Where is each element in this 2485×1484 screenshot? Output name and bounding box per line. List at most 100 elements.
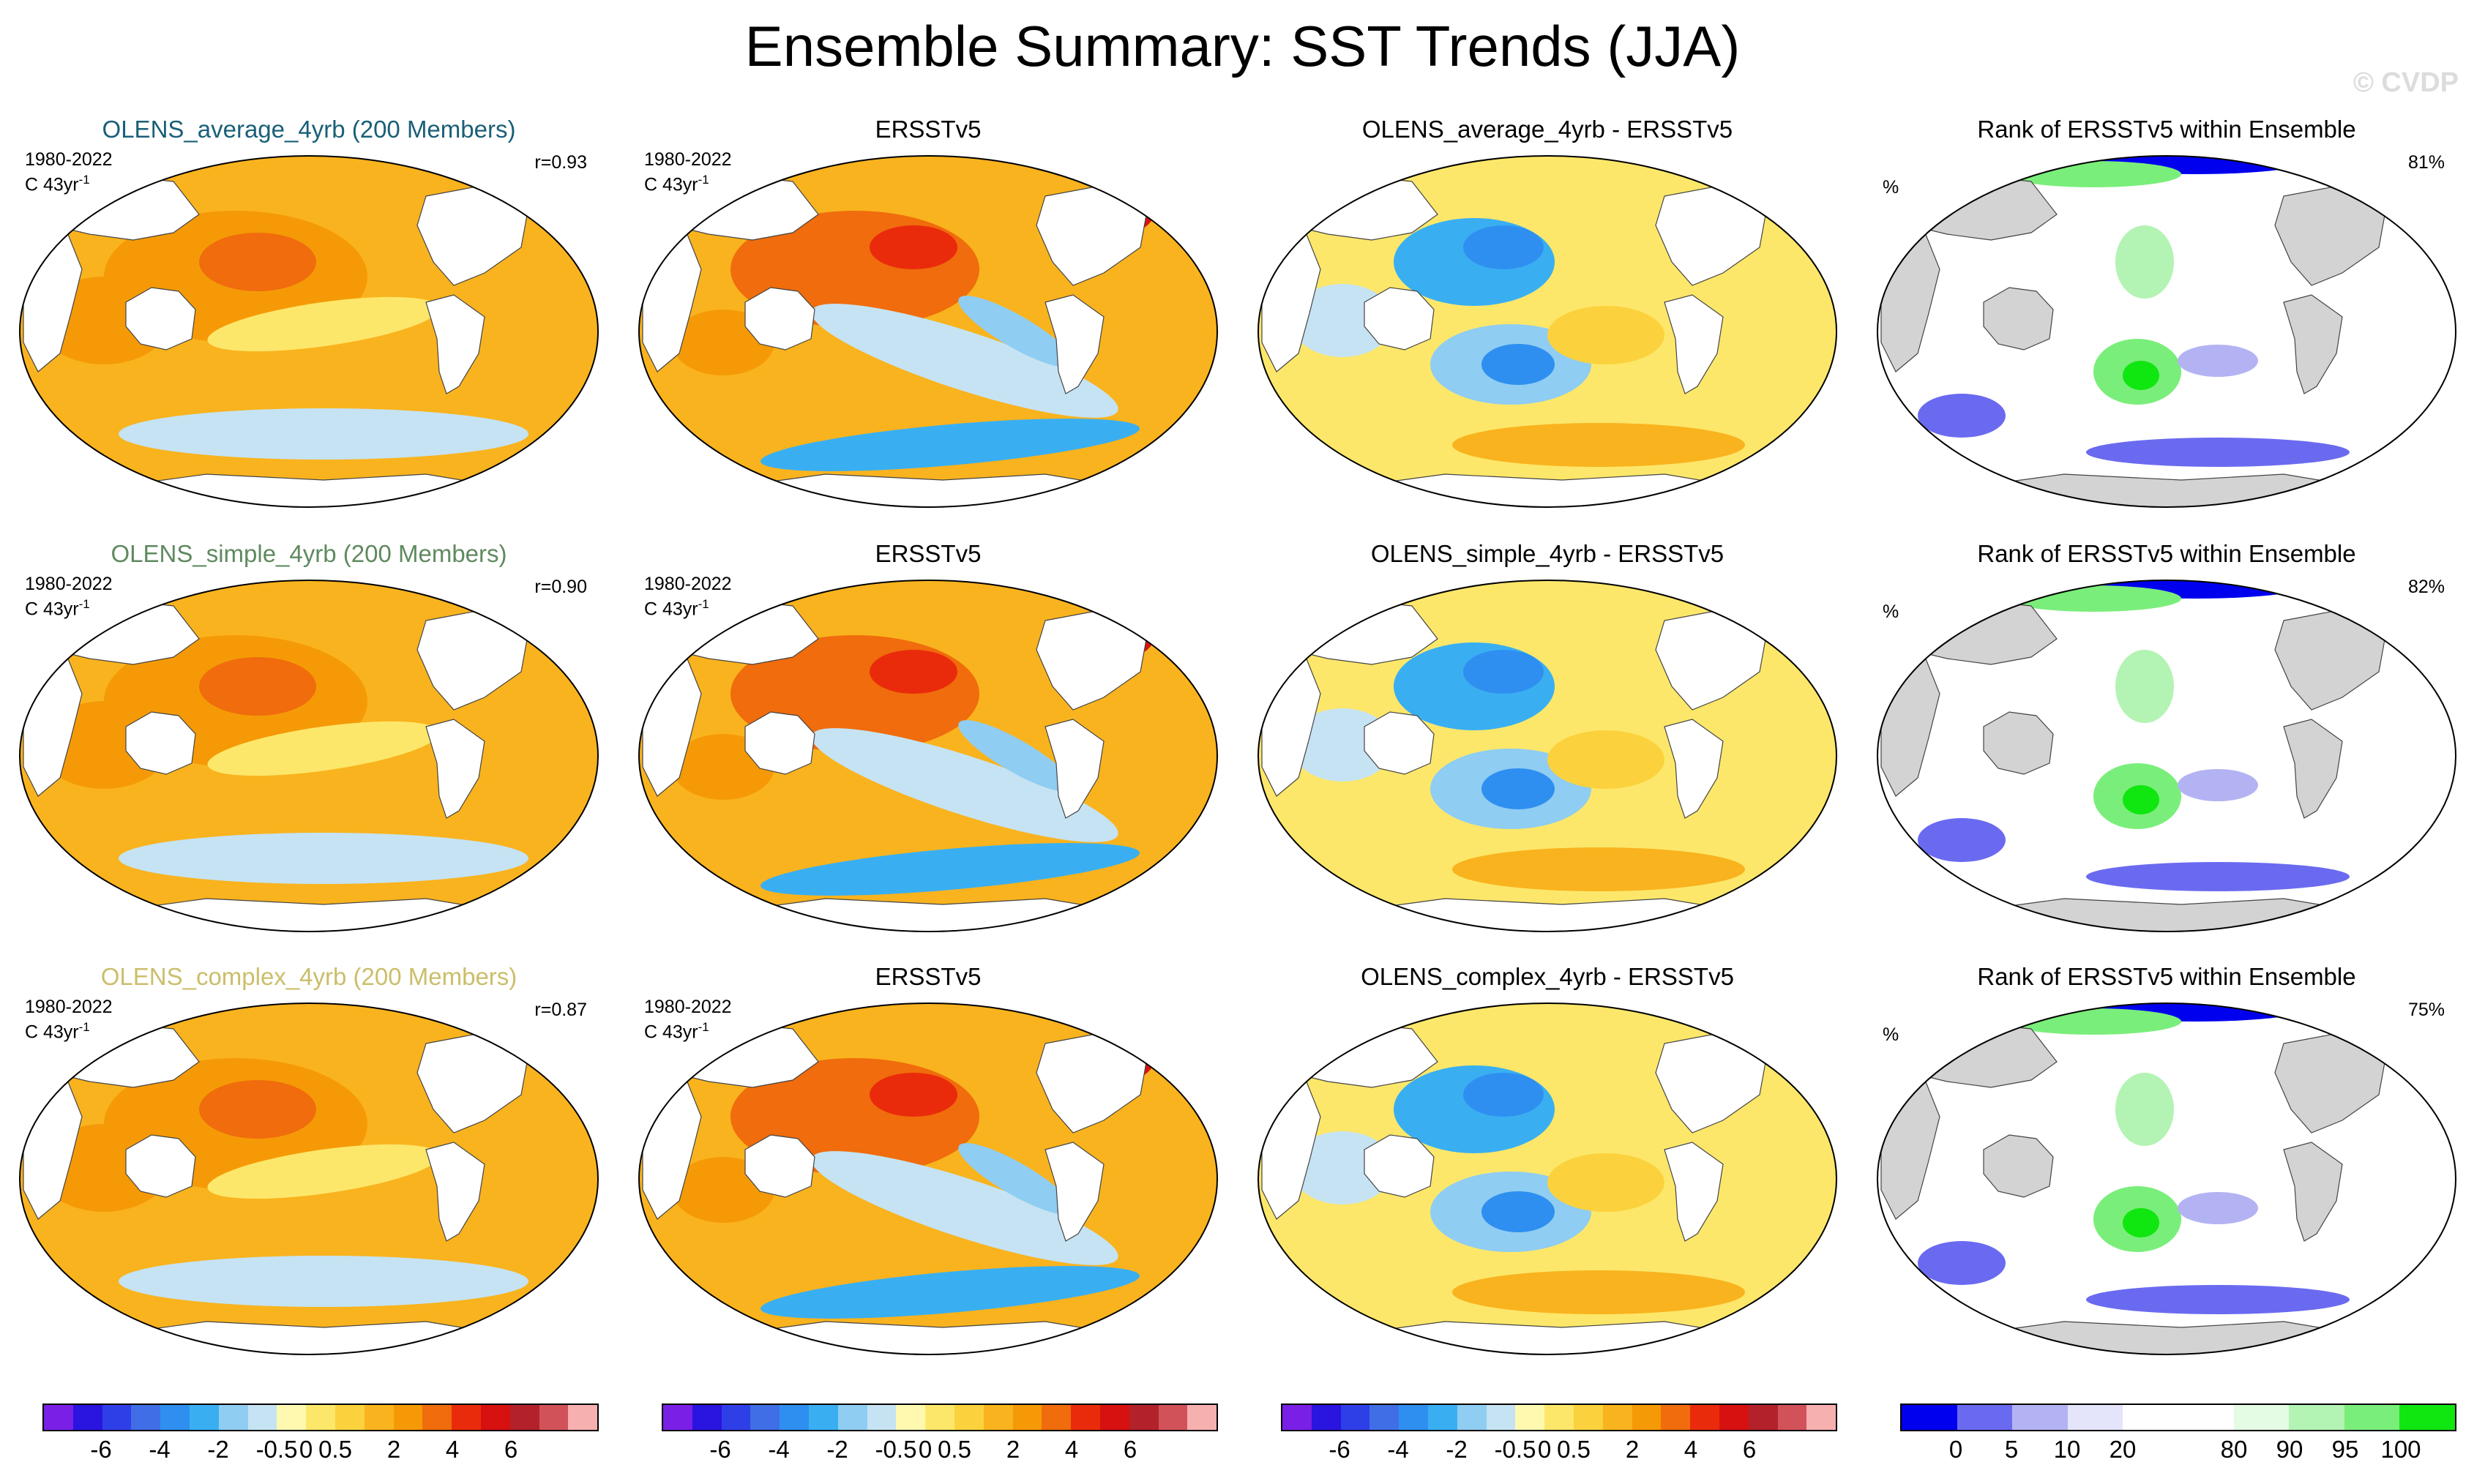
world-map [1258,155,1837,508]
period-label: 1980-2022 [25,149,113,170]
colorbar-swatch [2123,1405,2178,1430]
colorbar-swatch [539,1405,569,1430]
colorbar-swatch [2067,1405,2123,1430]
colorbar-swatch [1957,1405,2013,1430]
map-border [1258,155,1837,508]
trend-region-kuroshio [199,1080,316,1139]
rank-region-sepac-low [2178,1192,2258,1224]
colorbar-swatch [1661,1405,1691,1430]
colorbar-swatch [1427,1405,1457,1430]
units-exponent: -1 [78,597,90,611]
land-antarctica [124,1321,494,1354]
land-australia [744,711,815,775]
colorbar-tick-label: -6 [90,1436,112,1463]
colorbar-1: -6 -4 -2 -0.5 0 0.5 2 4 6 [42,1404,599,1484]
land-antarctica [743,473,1113,507]
colorbar-swatch [480,1405,510,1430]
panel-title: OLENS_complex_4yrb (200 Members) [100,963,517,990]
units-text: C 43yr [25,599,79,620]
rank-region-sepac-low [2178,345,2258,377]
panel-title: Rank of ERSSTv5 within Ensemble [1977,963,2356,990]
pattern-correlation: r=0.93 [534,152,587,173]
land-australia [1364,711,1435,775]
land-antarctica [743,1321,1113,1354]
colorbar-swatch [1311,1405,1341,1430]
colorbar-swatch [954,1405,984,1430]
colorbar-tick-label: 2 [386,1436,401,1463]
colorbar-tick-label: 4 [1064,1436,1079,1463]
map-border [1877,1003,2456,1355]
colorbar-swatch [1486,1405,1516,1430]
trend-region-southern-ocean [760,1266,1140,1319]
page-title: Ensemble Summary: SST Trends (JJA) [744,14,1741,78]
panel-title: ERSSTv5 [875,540,982,567]
map-panel-r1-c4: Rank of ERSSTv5 within Ensemble% 81% [1866,116,2467,516]
map-border [1877,580,2456,932]
land-asia [1895,1021,2058,1088]
land-antarctica [1362,473,1733,507]
colorbar-swatch [131,1405,161,1430]
map-panel-r2-c2: ERSSTv5 1980-2022 C 43yr-1 [628,540,1228,940]
colorbar-3: -6 -4 -2 -0.5 0 0.5 2 4 6 [1281,1404,1837,1484]
colorbar-swatch [1602,1405,1632,1430]
rank-percent-value: 82% [2407,577,2445,597]
rank-region-spac-max [2123,785,2159,814]
colorbar-swatch [1282,1405,1312,1430]
panel-title: Rank of ERSSTv5 within Ensemble [1977,540,2356,567]
world-map [19,155,599,508]
colorbar-swatch [1806,1405,1836,1430]
colorbar-tick-label: 10 [2053,1436,2081,1463]
colorbar-tick-label: 0 [1948,1436,1963,1463]
panel-title: OLENS_simple_4yrb (200 Members) [111,540,507,567]
map-border [1258,580,1837,932]
colorbar-cells [1281,1404,1837,1431]
trend-region-eqpac [958,720,1074,792]
panel-title: ERSSTv5 [875,963,982,990]
units-label: C 43yr-1 [25,1017,90,1042]
trend-region-southern-ocean [119,408,528,460]
world-map [19,1003,599,1355]
colorbar-tick-label: 100 [2380,1436,2421,1463]
colorbar-tick-label: 0 [1537,1436,1552,1463]
colorbar-swatch [44,1405,73,1430]
colorbar-tick-label: -2 [1446,1436,1468,1463]
trend-region-southern-ocean [760,843,1140,896]
colorbar-swatch [1399,1405,1428,1430]
diff-region-eqpac [1547,730,1664,789]
colorbar-tick-label: -0.5 [1494,1436,1536,1463]
land-antarctica [1362,1321,1733,1354]
trend-region-kuroshio [199,233,316,291]
map-panel-r1-c3: OLENS_average_4yrb - ERSSTv5 [1247,116,1847,516]
colorbar-swatch [1690,1405,1719,1430]
land-asia [1276,173,1438,241]
units-text: C 43yr [644,174,698,195]
rank-region-sepac-low [2178,769,2258,801]
units-label: C 43yr-1 [25,170,90,195]
land-australia [125,711,196,775]
colorbar-swatch [422,1405,452,1430]
land-asia [37,173,200,241]
world-map [638,1003,1218,1355]
world-map [1258,580,1837,932]
map-border [19,1003,599,1355]
colorbar-swatch [2344,1405,2400,1430]
trend-region-npacific-max [870,225,957,269]
world-map [638,155,1218,508]
land-samerica [1664,719,1724,819]
colorbar-tick-label: -2 [207,1436,229,1463]
land-samerica [1045,1142,1105,1242]
panel-title: OLENS_average_4yrb - ERSSTv5 [1361,116,1733,143]
land-antarctica [1981,898,2352,932]
period-label: 1980-2022 [25,997,113,1017]
map-panel-r1-c2: ERSSTv5 1980-2022 C 43yr-1 [628,116,1228,516]
colorbar-swatch [160,1405,190,1430]
colorbar-swatch [1012,1405,1042,1430]
colorbar-swatch [1457,1405,1487,1430]
colorbar-tick-label: 95 [2331,1436,2359,1463]
map-border [19,580,599,932]
pattern-correlation: r=0.90 [534,577,587,597]
trend-region-sepacific [811,1151,1118,1265]
colorbar-swatch [1777,1405,1807,1430]
period-label: 1980-2022 [25,574,113,594]
map-panel-r3-c3: OLENS_complex_4yrb - ERSSTv5 [1247,963,1847,1363]
